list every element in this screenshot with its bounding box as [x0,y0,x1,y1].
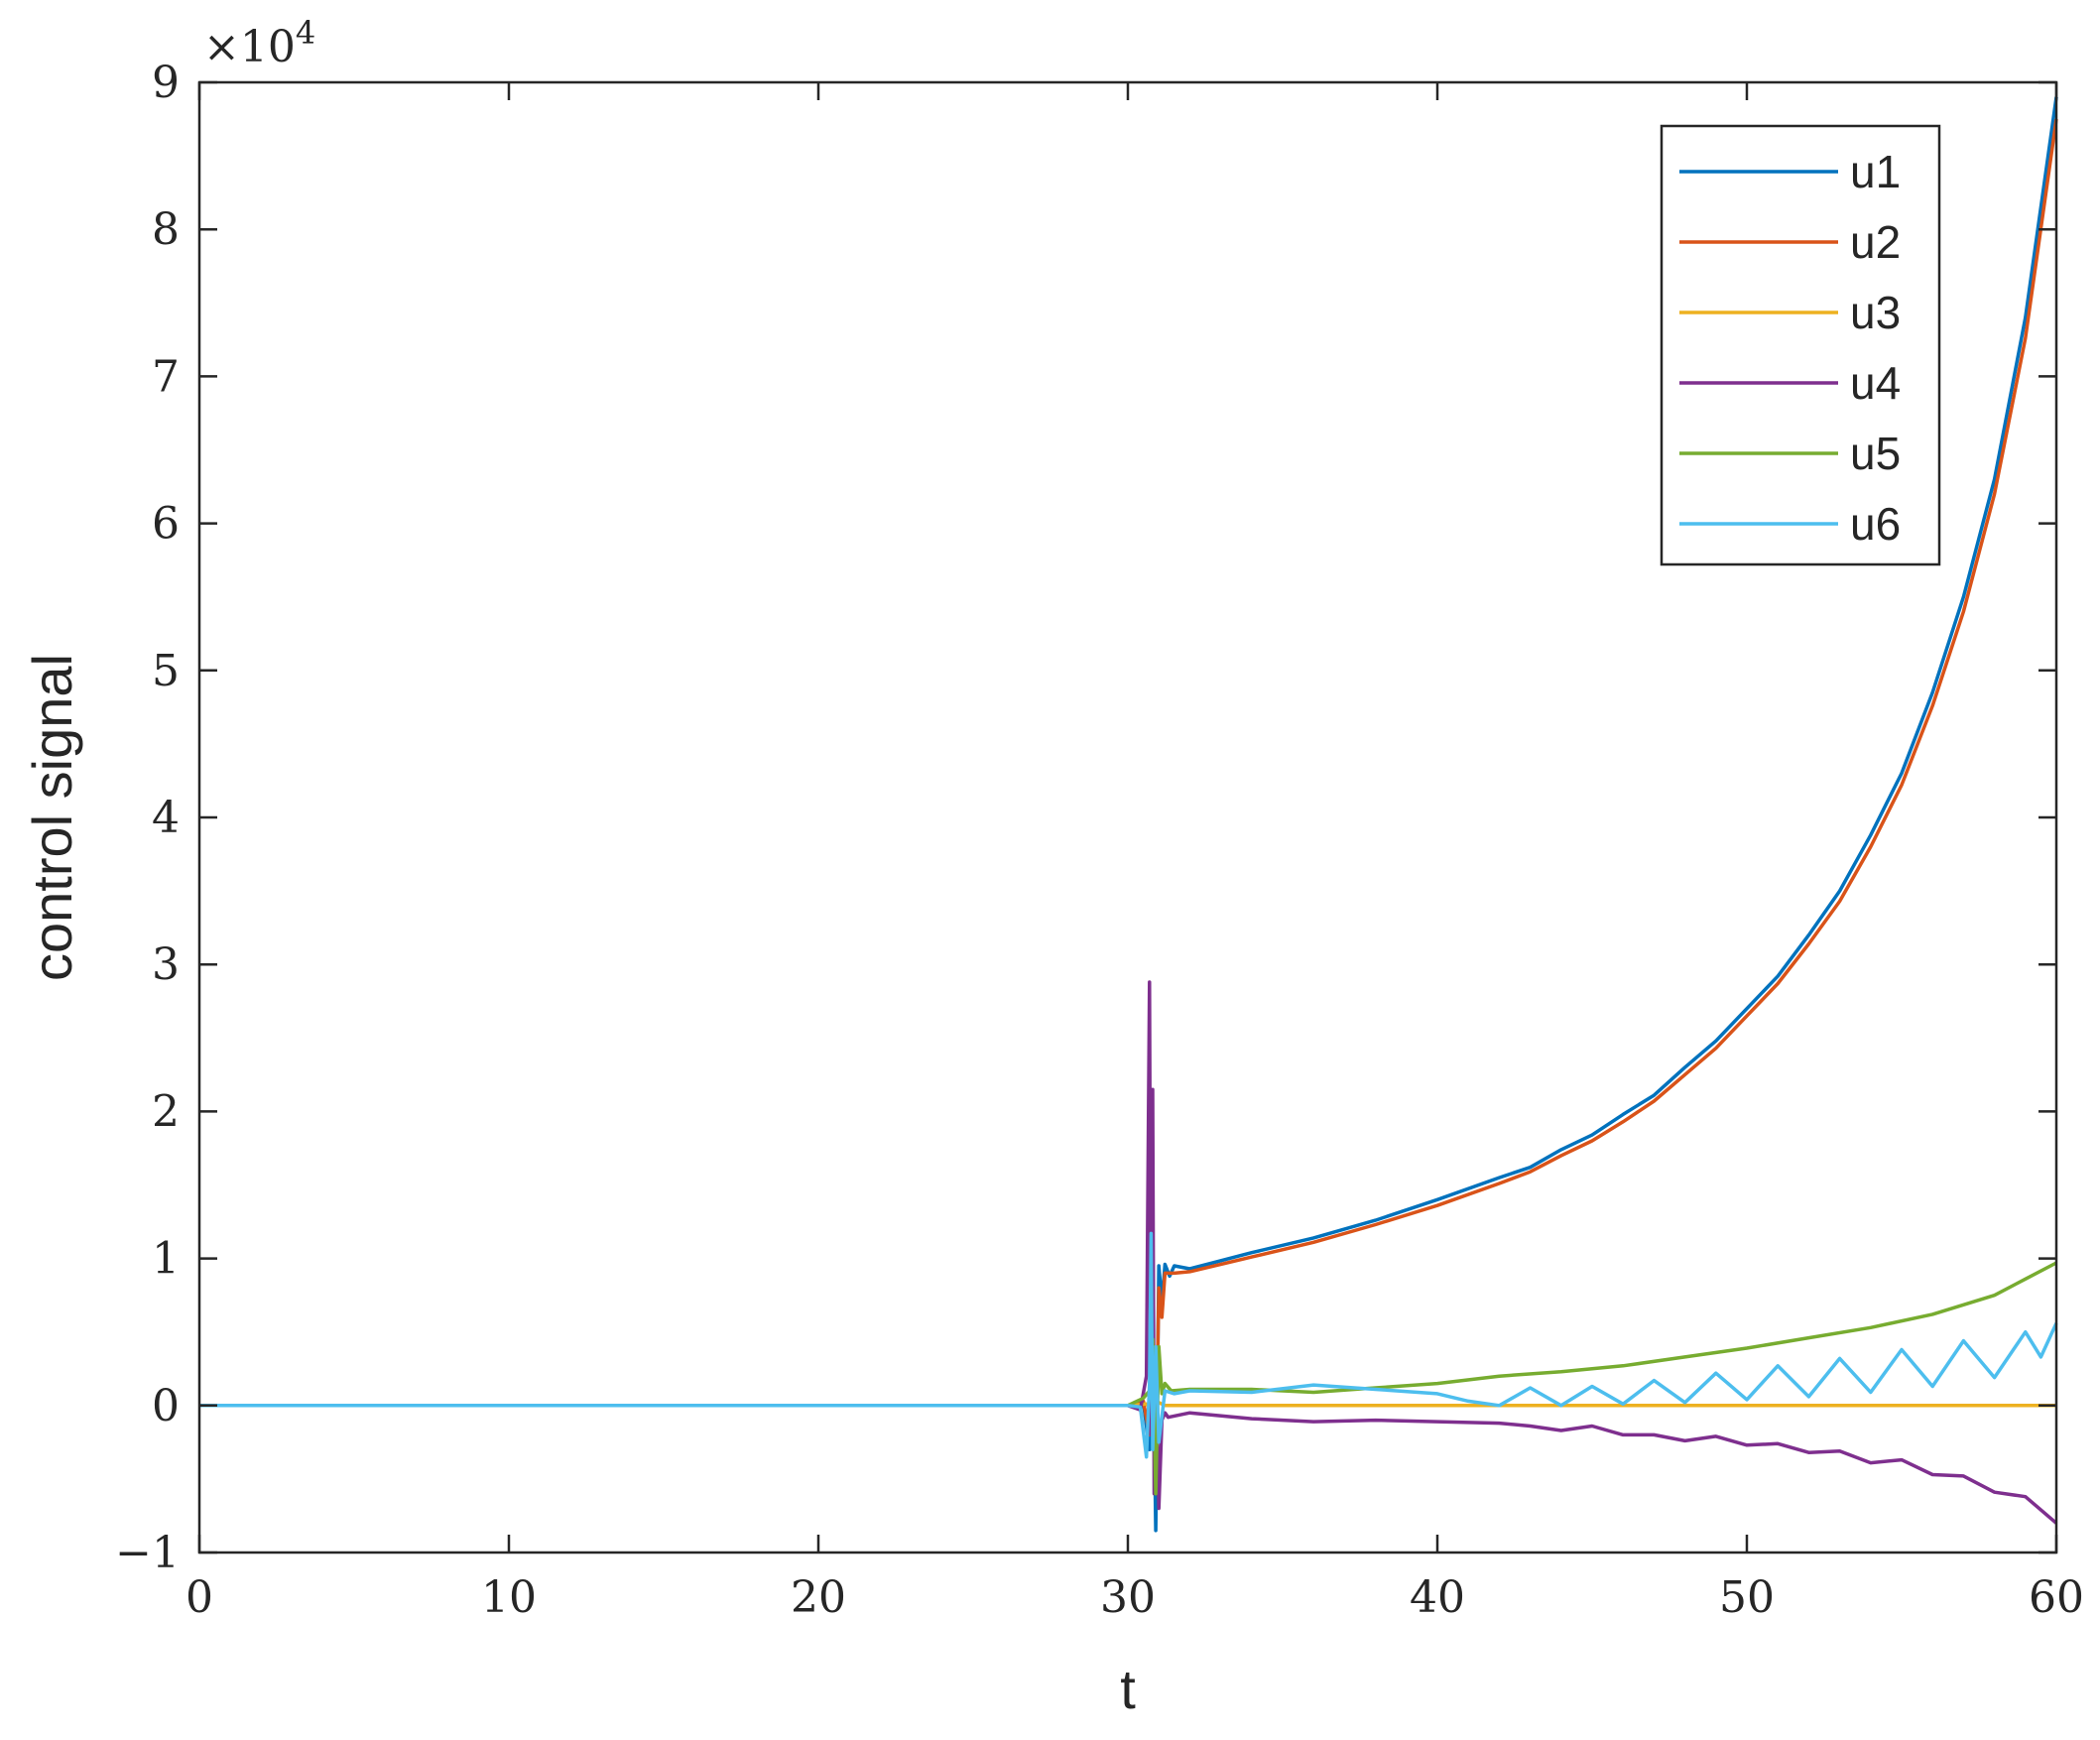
y-exponent-label: ×104 [203,14,315,72]
y-tick-label: 3 [152,939,180,990]
legend-label-u3: u3 [1850,287,1901,338]
series-line-u6 [199,1231,2058,1459]
x-tick-label: 60 [2029,1572,2084,1623]
series-layer [199,96,2058,1533]
legend: u1 u2 u3 u4 u5 u6 [1660,124,1941,566]
y-tick-label: 8 [152,204,180,255]
y-tick-label: 6 [152,499,180,550]
legend-label-u5: u5 [1850,428,1901,479]
legend-label-u4: u4 [1850,357,1901,409]
x-tick-label: 10 [481,1572,537,1623]
x-axis-label: t [1120,1658,1136,1720]
x-tick-label: 20 [791,1572,846,1623]
y-tick-label: 0 [152,1381,180,1431]
legend-box [1660,124,1941,566]
x-tick-label: 40 [1410,1572,1465,1623]
legend-label-u1: u1 [1850,146,1901,197]
y-tick-label: 5 [152,646,180,696]
y-tick-label: 4 [152,793,180,843]
y-tick-label: 2 [152,1086,180,1137]
legend-label-u2: u2 [1850,216,1901,268]
y-tick-label: −1 [115,1528,180,1578]
y-tick-label: 7 [152,351,180,402]
x-tick-label: 30 [1100,1572,1156,1623]
x-tick-label: 50 [1719,1572,1775,1623]
y-tick-label: 9 [152,58,180,108]
y-axis-label: control signal [21,654,83,981]
x-tick-label: 0 [185,1572,213,1623]
legend-label-u6: u6 [1850,498,1901,550]
series-line-u4 [199,980,2058,1525]
y-tick-label: 1 [152,1234,180,1285]
